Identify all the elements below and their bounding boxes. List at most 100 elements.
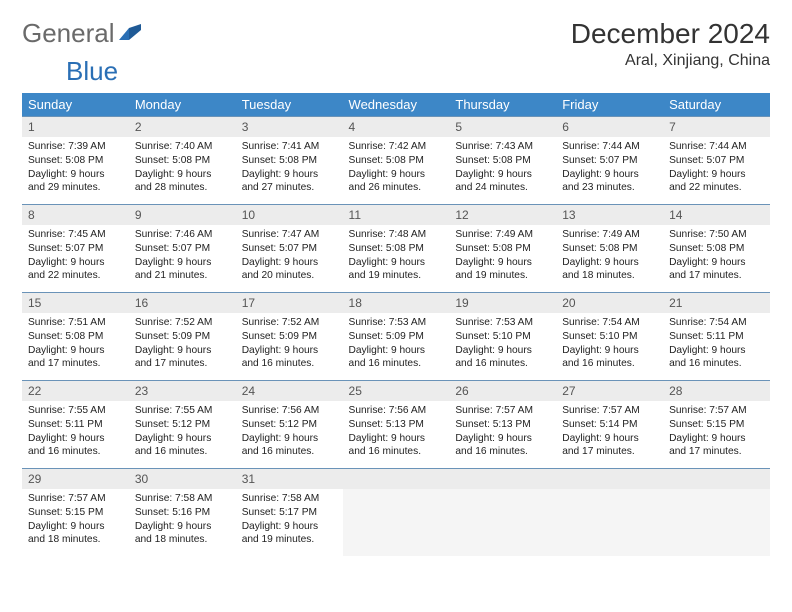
calendar-cell: 19Sunrise: 7:53 AMSunset: 5:10 PMDayligh…: [449, 292, 556, 380]
weekday-header: Saturday: [663, 93, 770, 116]
sunset-text: Sunset: 5:16 PM: [135, 506, 230, 520]
calendar-cell: 21Sunrise: 7:54 AMSunset: 5:11 PMDayligh…: [663, 292, 770, 380]
sunrise-text: Sunrise: 7:55 AM: [28, 404, 123, 418]
day-number: 28: [663, 380, 770, 401]
logo-text-1: General: [22, 18, 115, 49]
weekday-header: Tuesday: [236, 93, 343, 116]
day-body: Sunrise: 7:57 AMSunset: 5:13 PMDaylight:…: [449, 401, 556, 465]
day-number: 14: [663, 204, 770, 225]
sunset-text: Sunset: 5:14 PM: [562, 418, 657, 432]
day-number: 24: [236, 380, 343, 401]
daylight-text: Daylight: 9 hours: [135, 256, 230, 270]
daylight-text: Daylight: 9 hours: [28, 344, 123, 358]
daylight-text: Daylight: 9 hours: [669, 256, 764, 270]
daylight-text: and 19 minutes.: [349, 269, 444, 283]
sunrise-text: Sunrise: 7:57 AM: [562, 404, 657, 418]
sunrise-text: Sunrise: 7:58 AM: [135, 492, 230, 506]
daylight-text: and 22 minutes.: [28, 269, 123, 283]
daylight-text: and 21 minutes.: [135, 269, 230, 283]
day-body: Sunrise: 7:44 AMSunset: 5:07 PMDaylight:…: [556, 137, 663, 201]
sunset-text: Sunset: 5:12 PM: [242, 418, 337, 432]
sunset-text: Sunset: 5:07 PM: [135, 242, 230, 256]
daylight-text: Daylight: 9 hours: [669, 432, 764, 446]
sunset-text: Sunset: 5:13 PM: [349, 418, 444, 432]
sunset-text: Sunset: 5:08 PM: [28, 154, 123, 168]
day-number: 31: [236, 468, 343, 489]
daylight-text: Daylight: 9 hours: [562, 344, 657, 358]
daylight-text: and 27 minutes.: [242, 181, 337, 195]
daylight-text: Daylight: 9 hours: [28, 432, 123, 446]
sunrise-text: Sunrise: 7:46 AM: [135, 228, 230, 242]
day-number: 16: [129, 292, 236, 313]
sunrise-text: Sunrise: 7:57 AM: [28, 492, 123, 506]
day-body: Sunrise: 7:58 AMSunset: 5:17 PMDaylight:…: [236, 489, 343, 553]
daylight-text: and 16 minutes.: [242, 357, 337, 371]
daylight-text: and 16 minutes.: [28, 445, 123, 459]
sunset-text: Sunset: 5:08 PM: [669, 242, 764, 256]
daylight-text: Daylight: 9 hours: [562, 168, 657, 182]
day-body: Sunrise: 7:56 AMSunset: 5:12 PMDaylight:…: [236, 401, 343, 465]
day-number: 11: [343, 204, 450, 225]
sunrise-text: Sunrise: 7:57 AM: [669, 404, 764, 418]
calendar-cell: 2Sunrise: 7:40 AMSunset: 5:08 PMDaylight…: [129, 116, 236, 204]
sunrise-text: Sunrise: 7:45 AM: [28, 228, 123, 242]
calendar-cell: 6Sunrise: 7:44 AMSunset: 5:07 PMDaylight…: [556, 116, 663, 204]
calendar-cell: 14Sunrise: 7:50 AMSunset: 5:08 PMDayligh…: [663, 204, 770, 292]
sunset-text: Sunset: 5:09 PM: [135, 330, 230, 344]
day-body: Sunrise: 7:53 AMSunset: 5:09 PMDaylight:…: [343, 313, 450, 377]
daylight-text: and 17 minutes.: [135, 357, 230, 371]
logo-mark-icon: [119, 18, 141, 49]
daylight-text: and 26 minutes.: [349, 181, 444, 195]
sunrise-text: Sunrise: 7:54 AM: [562, 316, 657, 330]
sunset-text: Sunset: 5:08 PM: [455, 242, 550, 256]
calendar-week-row: 1Sunrise: 7:39 AMSunset: 5:08 PMDaylight…: [22, 116, 770, 204]
location: Aral, Xinjiang, China: [571, 52, 770, 70]
day-number: 13: [556, 204, 663, 225]
day-body: Sunrise: 7:57 AMSunset: 5:15 PMDaylight:…: [663, 401, 770, 465]
sunset-text: Sunset: 5:08 PM: [349, 242, 444, 256]
day-number: 10: [236, 204, 343, 225]
sunrise-text: Sunrise: 7:41 AM: [242, 140, 337, 154]
daylight-text: and 18 minutes.: [28, 533, 123, 547]
sunset-text: Sunset: 5:07 PM: [28, 242, 123, 256]
day-number-empty: [343, 468, 450, 489]
day-body: Sunrise: 7:51 AMSunset: 5:08 PMDaylight:…: [22, 313, 129, 377]
sunset-text: Sunset: 5:10 PM: [455, 330, 550, 344]
daylight-text: Daylight: 9 hours: [349, 432, 444, 446]
daylight-text: and 22 minutes.: [669, 181, 764, 195]
daylight-text: and 17 minutes.: [669, 269, 764, 283]
day-number: 3: [236, 116, 343, 137]
day-number: 9: [129, 204, 236, 225]
sunset-text: Sunset: 5:08 PM: [242, 154, 337, 168]
calendar-cell: 28Sunrise: 7:57 AMSunset: 5:15 PMDayligh…: [663, 380, 770, 468]
day-number-empty: [556, 468, 663, 489]
sunset-text: Sunset: 5:11 PM: [669, 330, 764, 344]
daylight-text: and 19 minutes.: [455, 269, 550, 283]
day-number: 30: [129, 468, 236, 489]
sunrise-text: Sunrise: 7:43 AM: [455, 140, 550, 154]
day-number: 6: [556, 116, 663, 137]
daylight-text: and 24 minutes.: [455, 181, 550, 195]
calendar-cell: 31Sunrise: 7:58 AMSunset: 5:17 PMDayligh…: [236, 468, 343, 556]
day-body: Sunrise: 7:52 AMSunset: 5:09 PMDaylight:…: [236, 313, 343, 377]
daylight-text: and 16 minutes.: [135, 445, 230, 459]
sunset-text: Sunset: 5:08 PM: [562, 242, 657, 256]
daylight-text: Daylight: 9 hours: [669, 168, 764, 182]
sunset-text: Sunset: 5:15 PM: [28, 506, 123, 520]
day-body: Sunrise: 7:54 AMSunset: 5:10 PMDaylight:…: [556, 313, 663, 377]
day-number-empty: [449, 468, 556, 489]
sunset-text: Sunset: 5:12 PM: [135, 418, 230, 432]
sunset-text: Sunset: 5:10 PM: [562, 330, 657, 344]
weekday-header: Thursday: [449, 93, 556, 116]
day-number: 8: [22, 204, 129, 225]
daylight-text: and 17 minutes.: [669, 445, 764, 459]
day-body: Sunrise: 7:50 AMSunset: 5:08 PMDaylight:…: [663, 225, 770, 289]
sunrise-text: Sunrise: 7:57 AM: [455, 404, 550, 418]
calendar-cell: 8Sunrise: 7:45 AMSunset: 5:07 PMDaylight…: [22, 204, 129, 292]
daylight-text: Daylight: 9 hours: [455, 344, 550, 358]
sunset-text: Sunset: 5:08 PM: [455, 154, 550, 168]
daylight-text: and 18 minutes.: [135, 533, 230, 547]
sunset-text: Sunset: 5:07 PM: [242, 242, 337, 256]
day-body: Sunrise: 7:55 AMSunset: 5:12 PMDaylight:…: [129, 401, 236, 465]
day-body: Sunrise: 7:41 AMSunset: 5:08 PMDaylight:…: [236, 137, 343, 201]
